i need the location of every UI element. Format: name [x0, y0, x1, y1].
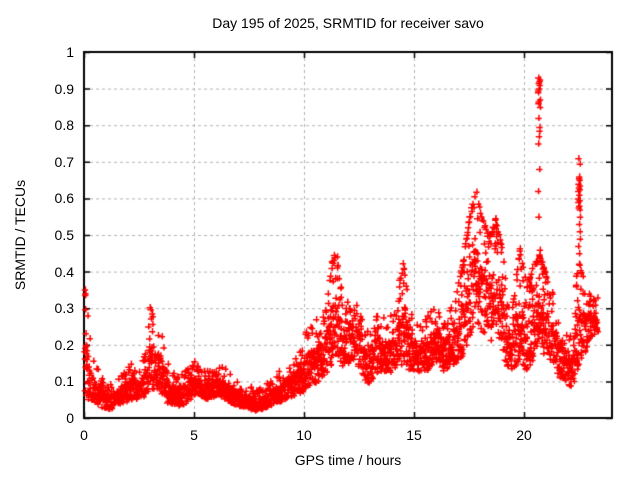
y-tick-label: 0.8	[54, 117, 74, 134]
x-tick-label: 0	[80, 427, 88, 443]
y-tick-label: 0.5	[54, 227, 74, 243]
y-tick-label: 0.4	[54, 263, 74, 280]
y-tick-label: 0.3	[54, 300, 74, 317]
y-axis-label: SRMTID / TECUs	[12, 179, 28, 291]
y-tick-label: 1	[66, 44, 74, 60]
chart-title: Day 195 of 2025, SRMTID for receiver sav…	[212, 15, 484, 31]
y-tick-label: 0.6	[54, 190, 74, 207]
y-tick-label: 0	[66, 410, 74, 426]
y-tick-label: 0.7	[54, 153, 74, 170]
x-tick-label: 5	[190, 427, 198, 443]
y-tick-label: 0.2	[54, 336, 74, 353]
x-tick-label: 10	[296, 427, 312, 443]
y-tick-label: 0.1	[54, 373, 74, 390]
x-tick-label: 15	[406, 427, 422, 443]
x-axis-label: GPS time / hours	[294, 452, 402, 468]
y-tick-label: 0.9	[54, 80, 74, 97]
x-tick-label: 20	[516, 427, 532, 443]
